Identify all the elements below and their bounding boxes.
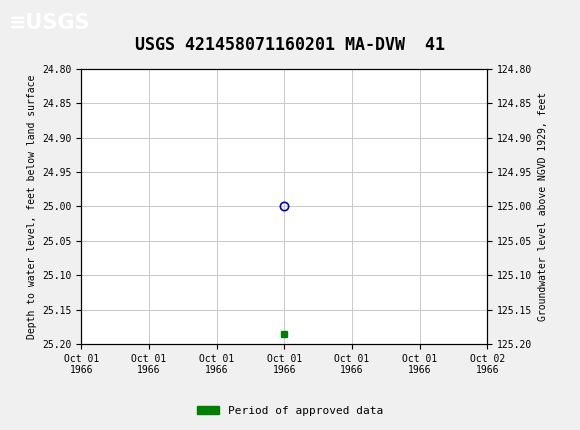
Text: ≡USGS: ≡USGS — [9, 12, 90, 33]
Y-axis label: Depth to water level, feet below land surface: Depth to water level, feet below land su… — [27, 74, 37, 338]
Text: USGS 421458071160201 MA-DVW  41: USGS 421458071160201 MA-DVW 41 — [135, 36, 445, 54]
Y-axis label: Groundwater level above NGVD 1929, feet: Groundwater level above NGVD 1929, feet — [538, 92, 548, 321]
Legend: Period of approved data: Period of approved data — [193, 401, 387, 420]
